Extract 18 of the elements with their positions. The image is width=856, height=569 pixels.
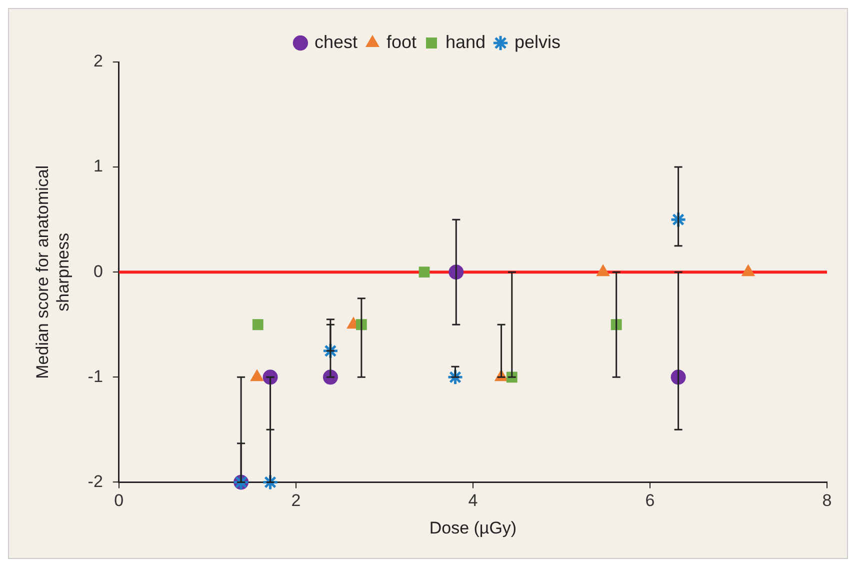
x-tick-label: 0 [114,491,124,510]
x-axis-title: Dose (µGy) [429,518,517,538]
y-tick-label: 1 [93,156,103,176]
point [252,319,264,330]
legend-label: chest [314,32,358,52]
legend-label: pelvis [514,32,561,52]
y-tick-label: 0 [93,262,103,281]
x-tick-label: 4 [468,491,478,510]
x-tick-label: 6 [645,491,655,510]
y-tick-label: -2 [88,472,103,491]
point [418,266,430,278]
y-tick-label: 2 [93,52,103,71]
legend-label: hand [445,32,486,52]
y-tick-label: -1 [88,366,103,386]
x-tick-label: 2 [291,491,301,510]
x-tick-label: 8 [822,491,832,510]
y-axis-title: Median score for anatomical sharpness [32,165,72,379]
legend-label: foot [386,32,416,52]
